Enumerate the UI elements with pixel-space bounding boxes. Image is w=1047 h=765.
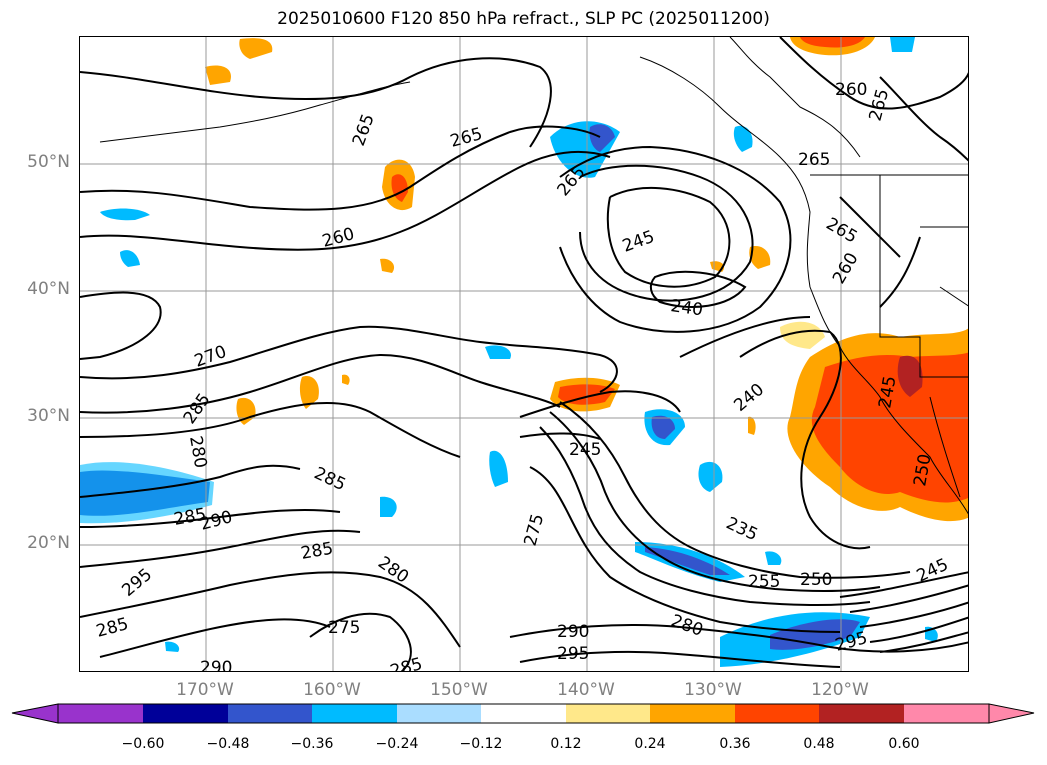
colorbar-tick: −0.24: [375, 736, 419, 752]
neg-anomaly-area: [698, 461, 723, 492]
contour-label: 280: [185, 434, 210, 469]
colorbar-tick: 0.24: [634, 736, 666, 752]
neg-anomaly-area: [100, 208, 150, 221]
neg-anomaly-area: [651, 415, 675, 439]
lon-label-140w: 140°W: [557, 680, 615, 700]
colorbar: [11, 703, 1035, 724]
neg-anomaly-area: [770, 619, 860, 650]
lat-label-20n: 20°N: [27, 533, 70, 553]
pos-anomaly-area: [897, 355, 923, 397]
map-canvas: 265 265 265 260 265 265 260 245 240 265 …: [80, 37, 968, 672]
pos-anomaly-area: [380, 258, 395, 273]
contour-label: 260: [320, 224, 357, 252]
neg-anomaly-area: [165, 641, 180, 652]
colorbar-segment: [819, 704, 904, 723]
contour-label: 270: [192, 342, 229, 372]
colorbar-segment: [988, 703, 1035, 724]
colorbar-segment: [566, 704, 650, 723]
colorbar-segment: [735, 704, 819, 723]
colorbar-tick: 0.12: [550, 736, 582, 752]
colorbar-tick: 0.36: [719, 736, 751, 752]
pos-anomaly-area: [749, 246, 771, 269]
lon-label-130w: 130°W: [684, 680, 742, 700]
colorbar-tick: 0.60: [888, 736, 920, 752]
neg-anomaly-area: [765, 551, 782, 565]
contour-label: 245: [620, 227, 657, 257]
contour-label: 285: [311, 463, 349, 495]
contour-label: 235: [723, 513, 761, 545]
contour-label: 290: [557, 622, 589, 642]
contour-label: 285: [180, 390, 215, 428]
colorbar-segment: [397, 704, 481, 723]
colorbar-segment: [143, 704, 228, 723]
map-panel: 265 265 265 260 265 265 260 245 240 265 …: [79, 36, 969, 672]
colorbar-tick: −0.12: [459, 736, 503, 752]
contour-label: 265: [798, 150, 830, 170]
contour-label: 275: [521, 512, 549, 549]
lon-label-120w: 120°W: [811, 680, 869, 700]
contour-label: 275: [328, 618, 360, 638]
contour-label: 295: [118, 565, 156, 601]
pos-anomaly-area: [342, 374, 350, 385]
contour-label: 245: [914, 555, 952, 587]
contour-label: 285: [94, 614, 131, 642]
contour-label: 295: [557, 644, 589, 664]
colorbar-segment: [58, 704, 143, 723]
contour-label: 265: [823, 214, 861, 248]
contour-label: 265: [349, 111, 379, 148]
colorbar-tick: −0.48: [206, 736, 250, 752]
lon-label-150w: 150°W: [430, 680, 488, 700]
colorbar-segment: [481, 704, 566, 723]
contour-label: 280: [374, 553, 412, 588]
pos-anomaly-area: [811, 352, 968, 503]
neg-anomaly-area: [485, 345, 511, 359]
contour-label: 250: [800, 570, 832, 590]
pos-anomaly-area: [748, 416, 756, 435]
colorbar-segment: [904, 704, 989, 723]
colorbar-tick: −0.60: [121, 736, 165, 752]
map-title: 2025010600 F120 850 hPa refract., SLP PC…: [277, 9, 770, 29]
contour-label: 265: [448, 124, 485, 152]
contour-label: 280: [668, 611, 705, 641]
pos-anomaly-area: [205, 65, 231, 85]
contour-lines: [80, 37, 968, 671]
lon-label-170w: 170°W: [176, 680, 234, 700]
neg-anomaly-area: [890, 37, 915, 52]
contour-label: 255: [748, 572, 780, 592]
contour-label: 285: [299, 539, 334, 564]
neg-anomaly-area: [80, 462, 214, 524]
neg-anomaly-area: [489, 450, 508, 487]
contour-label: 245: [569, 440, 601, 460]
neg-anomaly-area: [380, 496, 397, 517]
colorbar-segment: [11, 703, 59, 724]
pos-anomaly-area: [780, 321, 825, 349]
lat-label-50n: 50°N: [27, 152, 70, 172]
contour-label: 260: [829, 249, 863, 287]
lat-label-40n: 40°N: [27, 279, 70, 299]
contour-label: 240: [669, 296, 704, 320]
contour-label: 290: [200, 658, 232, 672]
lat-label-30n: 30°N: [27, 406, 70, 426]
pos-anomaly-area: [299, 376, 319, 409]
neg-anomaly-area: [645, 547, 730, 575]
neg-anomaly-area: [589, 124, 615, 152]
contour-label: 240: [730, 380, 768, 416]
contour-label: 260: [835, 80, 867, 100]
colorbar-tick: −0.36: [290, 736, 334, 752]
pos-anomaly-area: [800, 37, 865, 48]
contour-label: 285: [388, 654, 425, 672]
colorbar-tick: 0.48: [803, 736, 835, 752]
colorbar-segment: [228, 704, 312, 723]
neg-anomaly-area: [120, 250, 140, 267]
contour-label: 265: [866, 87, 894, 124]
pos-anomaly-area: [239, 38, 273, 59]
colorbar-segment: [312, 704, 397, 723]
colorbar-segment: [650, 704, 735, 723]
lon-label-160w: 160°W: [303, 680, 361, 700]
neg-anomaly-area: [733, 125, 753, 152]
